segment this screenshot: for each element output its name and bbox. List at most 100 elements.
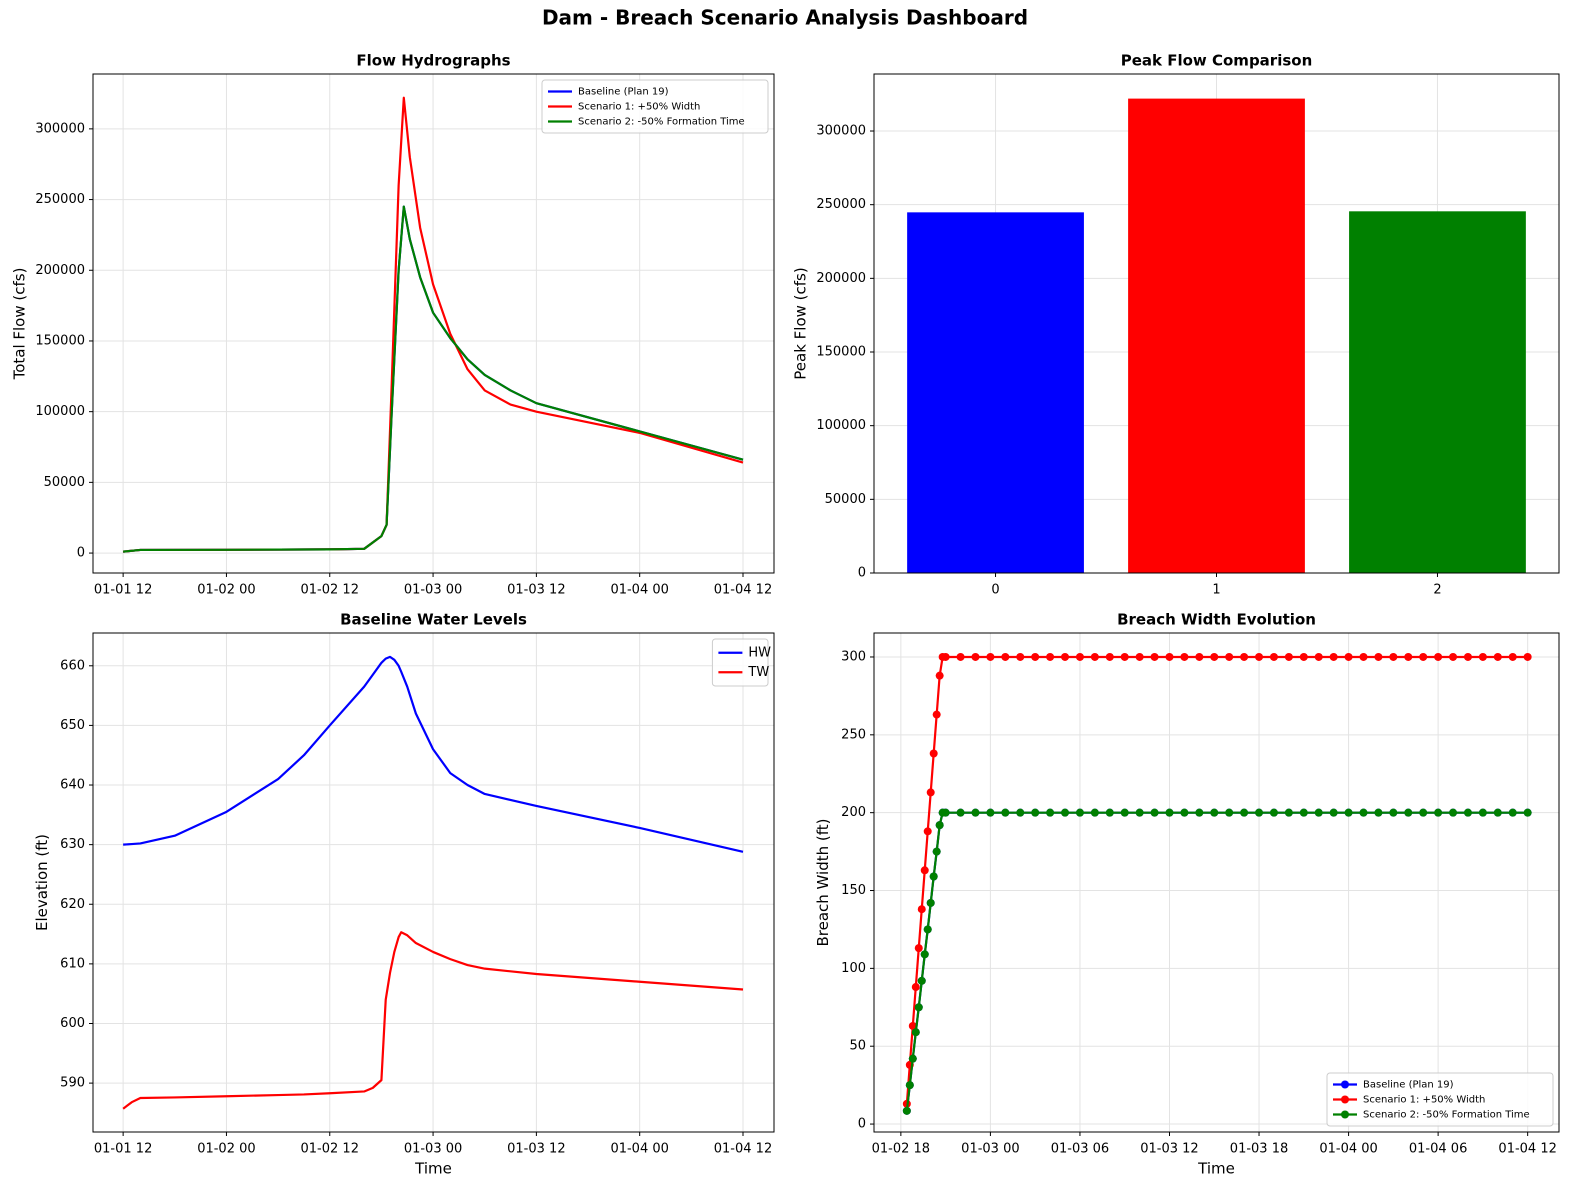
panel: Breach Width Evolution 0 50 100 150 200 250 300… [814,611,1560,1178]
data-point [1449,808,1458,817]
x-tick-label: 1 [1212,583,1220,598]
data-point [926,898,935,907]
data-point [1105,808,1114,817]
data-point [1359,652,1368,661]
data-point [1135,652,1144,661]
data-point [923,925,932,934]
data-point [917,905,926,914]
data-point [1299,652,1308,661]
y-tick-label: 100000 [35,404,85,419]
series-line [905,811,1528,1111]
data-point [1284,808,1293,817]
legend-box [541,79,769,134]
legend-marker [1341,1080,1349,1089]
y-tick-label: 610 [60,956,85,971]
legend-label: HW [748,645,771,660]
data-point [1419,808,1428,817]
y-axis-label: Breach Width (ft) [814,818,832,946]
data-point [1016,652,1025,661]
y-tick-label: 150 [841,883,866,898]
y-tick-label: 660 [60,658,85,673]
legend-box [1326,1072,1554,1127]
y-tick-label: 0 [858,566,866,581]
x-tick-label: 2 [1433,583,1441,598]
y-tick-label: 600 [60,1016,85,1031]
data-point [1478,652,1487,661]
x-tick-label: 0 [991,583,999,598]
data-point [1090,652,1099,661]
data-point [1523,808,1532,817]
y-axis-label: Peak Flow (cfs) [792,267,810,379]
data-point [1105,652,1114,661]
panel: Flow Hydrographs 0 50000 100000 150000 200000… [11,52,775,598]
panel-title: Peak Flow Comparison [1121,52,1313,70]
x-tick-label: 01-02 00 [197,1142,255,1157]
data-point [1240,652,1249,661]
y-tick-label: 50000 [44,475,85,490]
x-tick-label: 01-03 06 [1051,1142,1109,1157]
axes-frame [873,73,1560,574]
x-tick-label: 01-04 12 [1498,1142,1556,1157]
data-point [1389,652,1398,661]
data-point [1255,808,1264,817]
data-point [1493,652,1502,661]
x-tick-label: 01-03 00 [404,583,462,598]
data-point [1523,652,1532,661]
data-point [1001,808,1010,817]
bar [907,212,1084,573]
data-point [908,1021,917,1030]
data-point [1165,652,1174,661]
x-tick-label: 01-04 00 [1319,1142,1377,1157]
data-point [1269,808,1278,817]
data-point [1329,808,1338,817]
series-line [123,205,744,553]
data-point [911,983,920,992]
data-point [1240,808,1249,817]
data-point [1120,652,1129,661]
data-point [1031,808,1040,817]
y-tick-label: 50000 [825,492,866,507]
data-point [1359,808,1368,817]
data-point [1210,808,1219,817]
data-point [1434,652,1443,661]
data-point [1314,652,1323,661]
x-tick-label: 01-02 12 [301,583,359,598]
y-tick-label: 250 [841,727,866,742]
data-point [914,944,923,953]
data-point [914,1003,923,1012]
data-point [1120,808,1129,817]
x-tick-label: 01-04 12 [714,1142,772,1157]
x-axis-label: Time [1197,1160,1235,1178]
data-point [956,652,965,661]
data-point [1150,808,1159,817]
data-point [1508,808,1517,817]
x-tick-label: 01-02 00 [197,583,255,598]
y-tick-label: 640 [60,778,85,793]
x-tick-label: 01-03 00 [961,1142,1019,1157]
y-tick-label: 100000 [816,418,866,433]
data-point [1493,808,1502,817]
y-tick-label: 300 [841,649,866,664]
data-point [1449,652,1458,661]
y-tick-label: 200000 [816,271,866,286]
data-point [1075,808,1084,817]
data-point [986,808,995,817]
data-point [1478,808,1487,817]
data-point [1329,652,1338,661]
y-tick-label: 590 [60,1076,85,1091]
data-point [1031,652,1040,661]
legend-marker [1341,1095,1349,1104]
data-point [1434,808,1443,817]
data-point [1463,652,1472,661]
y-tick-label: 50 [849,1039,866,1054]
x-tick-label: 01-02 18 [872,1142,930,1157]
legend-label: Baseline (Plan 19) [578,87,669,98]
data-point [971,808,980,817]
bar [1128,98,1305,573]
x-tick-label: 01-01 12 [94,583,152,598]
data-point [1001,652,1010,661]
x-tick-label: 01-03 12 [507,583,565,598]
data-point [1404,808,1413,817]
y-tick-label: 200000 [35,263,85,278]
